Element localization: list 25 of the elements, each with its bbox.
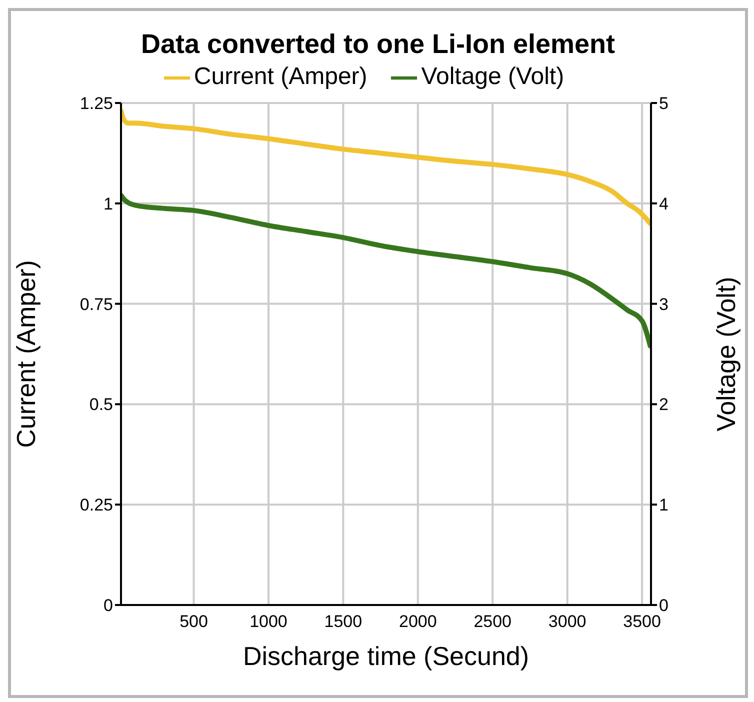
x-tick-label: 3000 <box>548 612 586 632</box>
y2-tick-label: 5 <box>659 94 668 114</box>
y2-tick-label: 1 <box>659 496 668 515</box>
legend-label: Current (Amper) <box>194 63 368 90</box>
x-tick-label: 1500 <box>324 612 362 632</box>
y2-tick-label: 2 <box>659 395 668 414</box>
chart-title: Data converted to one Li-Ion element <box>140 28 616 61</box>
y-tick-label: 0.75 <box>80 294 113 314</box>
y2-axis-title: Voltage (Volt) <box>711 276 742 432</box>
y-tick-label: 0 <box>104 596 113 616</box>
x-tick-label: 3500 <box>623 612 661 632</box>
y2-tick-label: 0 <box>659 596 668 616</box>
y2-tick-label: 3 <box>659 294 668 314</box>
x-tick-label: 500 <box>180 612 208 632</box>
x-tick-label: 2000 <box>398 612 437 632</box>
x-axis-title: Discharge time (Secund) <box>242 641 530 671</box>
y-tick-label: 0.25 <box>80 496 113 515</box>
y-tick-label: 0.5 <box>89 395 113 414</box>
y2-tick-label: 4 <box>659 194 668 214</box>
legend-label: Voltage (Volt) <box>421 63 564 90</box>
y-tick-label: 1 <box>104 194 113 214</box>
y-axis-title: Current (Amper) <box>11 260 42 448</box>
y-tick-label: 1.25 <box>80 94 113 114</box>
x-tick-label: 1000 <box>250 612 288 632</box>
x-tick-label: 2500 <box>474 612 512 632</box>
